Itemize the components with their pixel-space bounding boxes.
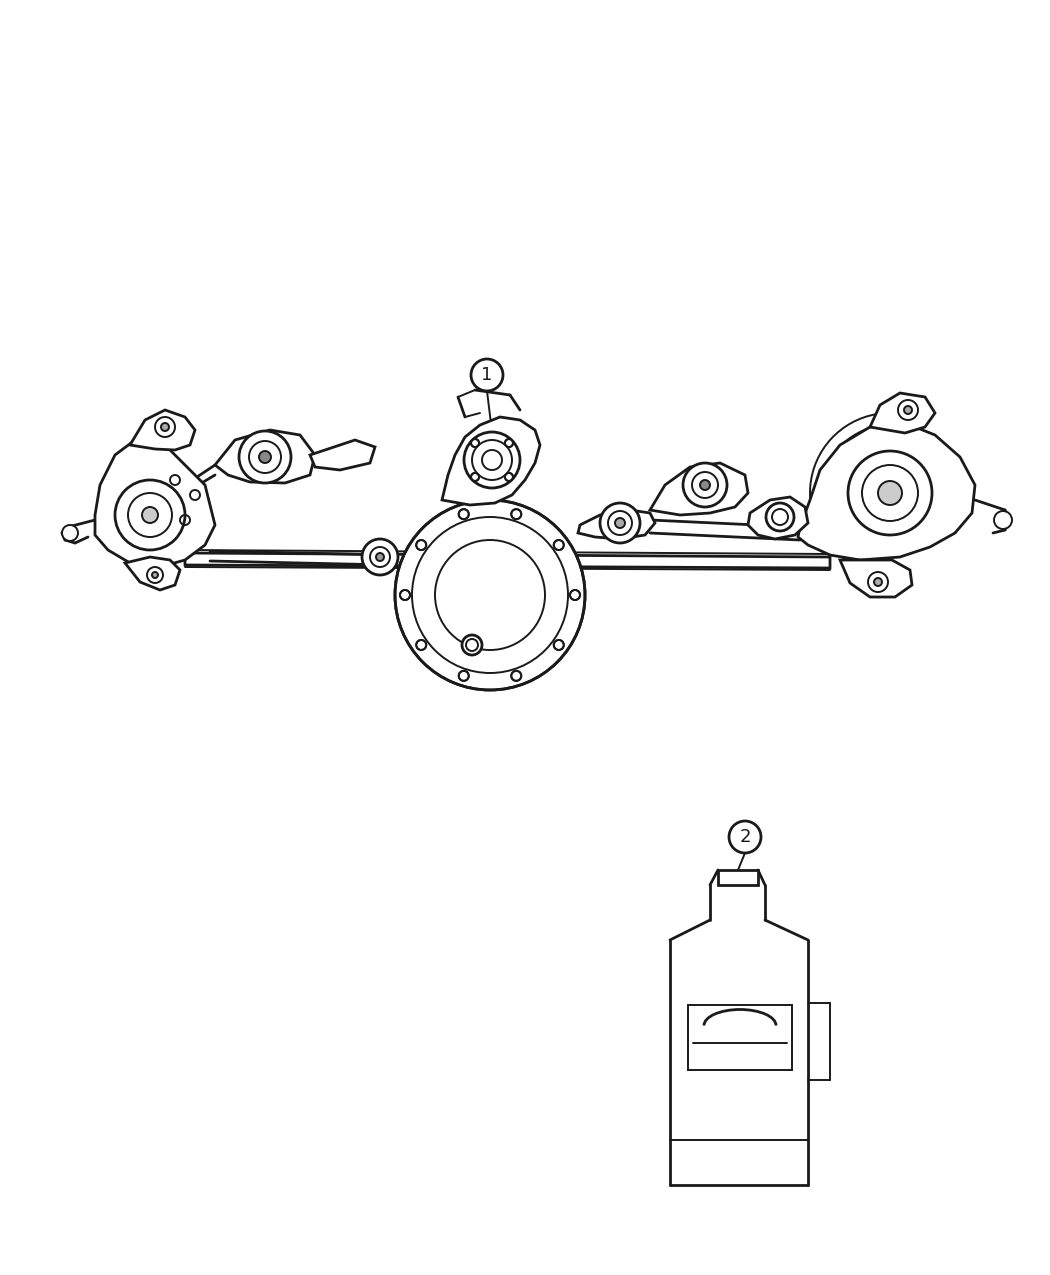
Polygon shape <box>578 510 655 539</box>
Circle shape <box>766 504 794 530</box>
Circle shape <box>553 640 564 650</box>
Circle shape <box>600 504 640 543</box>
Polygon shape <box>125 557 180 590</box>
Circle shape <box>505 439 513 448</box>
Circle shape <box>459 671 468 681</box>
Circle shape <box>471 439 479 448</box>
Circle shape <box>259 451 271 463</box>
Polygon shape <box>185 553 830 567</box>
Text: 2: 2 <box>739 827 751 847</box>
Polygon shape <box>310 440 375 470</box>
Circle shape <box>142 507 157 523</box>
Polygon shape <box>94 440 215 567</box>
Circle shape <box>874 578 882 586</box>
Circle shape <box>400 590 410 601</box>
Circle shape <box>868 572 888 592</box>
Circle shape <box>570 590 580 601</box>
Circle shape <box>994 511 1012 529</box>
Circle shape <box>416 541 426 550</box>
Circle shape <box>511 671 521 681</box>
Circle shape <box>700 479 710 490</box>
Circle shape <box>416 640 426 650</box>
Circle shape <box>553 541 564 550</box>
Circle shape <box>116 479 185 550</box>
Circle shape <box>682 463 727 507</box>
Circle shape <box>471 473 479 481</box>
Circle shape <box>848 451 932 536</box>
Polygon shape <box>130 411 195 450</box>
Circle shape <box>615 518 625 528</box>
Circle shape <box>62 525 78 541</box>
Circle shape <box>362 539 398 575</box>
Polygon shape <box>748 497 808 539</box>
Polygon shape <box>650 463 748 515</box>
Circle shape <box>376 553 384 561</box>
Circle shape <box>462 635 482 655</box>
Circle shape <box>471 360 503 391</box>
Circle shape <box>464 432 520 488</box>
Polygon shape <box>215 430 315 483</box>
Circle shape <box>395 500 585 690</box>
Polygon shape <box>870 393 934 434</box>
Polygon shape <box>798 423 975 560</box>
Circle shape <box>239 431 291 483</box>
Polygon shape <box>840 560 912 597</box>
Circle shape <box>161 423 169 431</box>
Circle shape <box>459 509 468 519</box>
Circle shape <box>152 572 158 578</box>
Circle shape <box>505 473 513 481</box>
Circle shape <box>878 481 902 505</box>
Polygon shape <box>442 417 540 505</box>
Text: 1: 1 <box>481 366 492 384</box>
Circle shape <box>729 821 761 853</box>
Polygon shape <box>718 870 758 885</box>
Circle shape <box>898 400 918 419</box>
Circle shape <box>511 509 521 519</box>
Circle shape <box>904 405 912 414</box>
